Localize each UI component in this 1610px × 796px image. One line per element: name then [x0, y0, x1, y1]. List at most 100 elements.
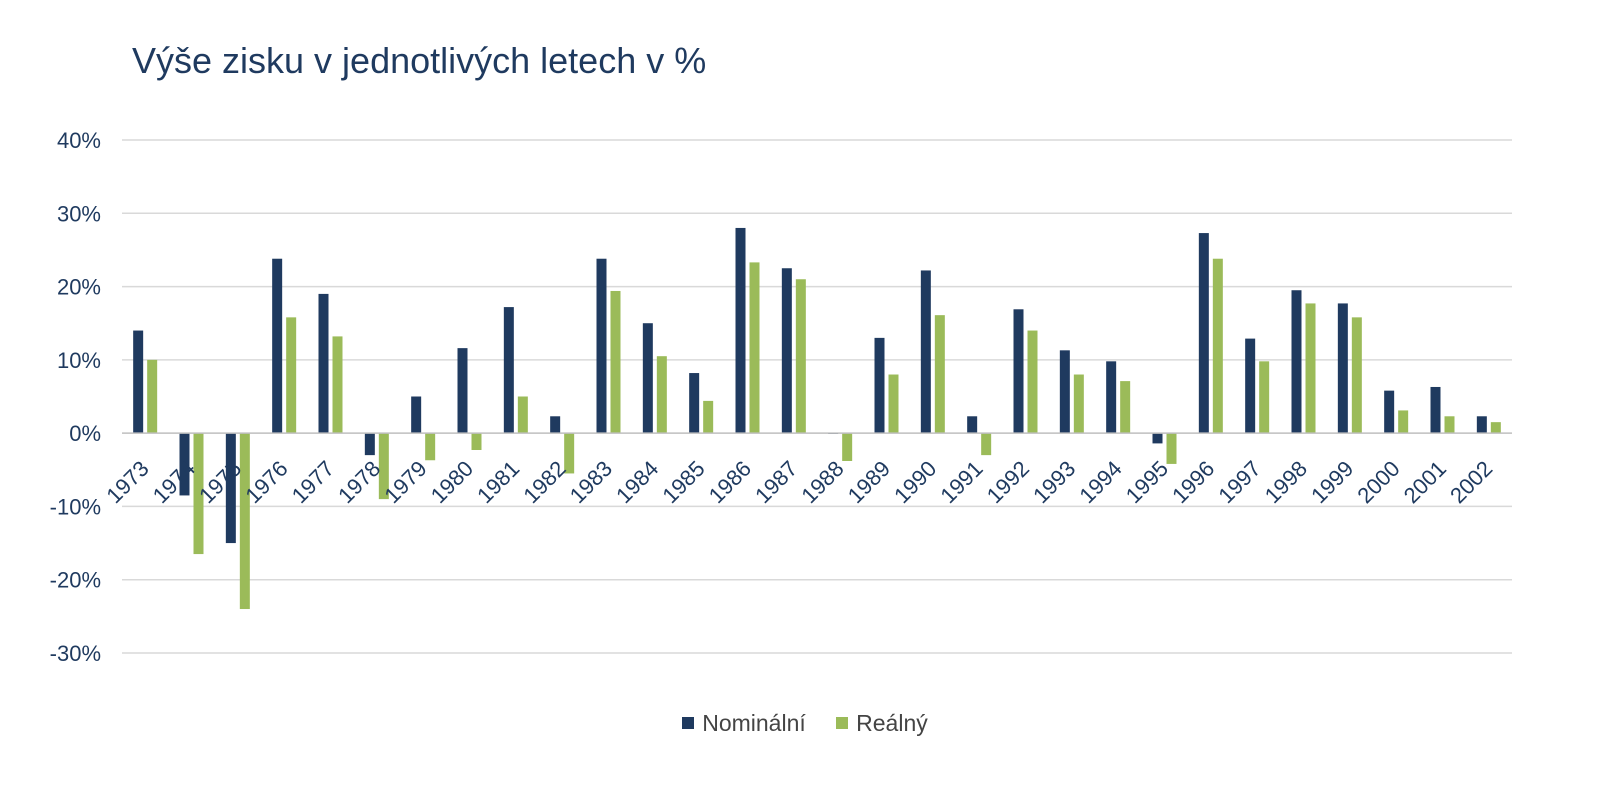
bar-real-1979 — [425, 433, 436, 461]
x-axis-tick-labels: 1973197419751976197719781979198019811982… — [101, 456, 1497, 508]
bar-nominal-1978 — [364, 433, 375, 456]
bar-nominal-1976 — [272, 258, 283, 434]
bar-nominal-1997 — [1245, 338, 1256, 434]
bar-real-1987 — [795, 279, 806, 434]
x-tick-label: 1982 — [518, 456, 570, 508]
y-tick-label: -20% — [50, 568, 101, 593]
bar-real-1997 — [1259, 361, 1270, 434]
bar-real-1982 — [564, 433, 575, 474]
legend-label-nominal: Nominální — [702, 709, 806, 736]
x-tick-label: 1998 — [1260, 456, 1312, 508]
bar-nominal-1981 — [503, 307, 514, 434]
bar-real-1992 — [1027, 330, 1038, 434]
legend-swatch-nominal — [682, 717, 695, 729]
x-tick-label: 1987 — [750, 456, 802, 508]
bar-real-1981 — [517, 396, 528, 434]
bar-nominal-1987 — [781, 268, 792, 434]
bar-nominal-2000 — [1384, 390, 1395, 434]
bar-real-1995 — [1166, 433, 1177, 464]
chart-title: Výše zisku v jednotlivých letech v % — [132, 40, 707, 81]
x-tick-label: 1991 — [935, 456, 987, 508]
bar-nominal-1990 — [920, 270, 931, 434]
bar-real-1975 — [239, 433, 250, 610]
y-tick-label: -10% — [50, 494, 101, 519]
bar-real-1991 — [981, 433, 992, 456]
bar-nominal-1977 — [318, 293, 329, 434]
bar-real-1980 — [471, 433, 482, 450]
bar-real-1994 — [1120, 381, 1131, 434]
x-tick-label: 1986 — [704, 456, 756, 508]
y-tick-label: 40% — [57, 128, 101, 153]
bar-nominal-1974 — [179, 433, 190, 496]
y-tick-label: 30% — [57, 201, 101, 226]
bar-real-1998 — [1305, 303, 1316, 434]
x-tick-label: 1981 — [472, 456, 524, 508]
bar-nominal-1979 — [411, 396, 422, 434]
x-tick-label: 1992 — [982, 456, 1034, 508]
bar-nominal-2001 — [1430, 386, 1441, 434]
bar-real-1990 — [934, 315, 945, 434]
bar-nominal-1984 — [642, 323, 653, 434]
bar-nominal-1980 — [457, 348, 468, 434]
x-tick-label: 1989 — [843, 456, 895, 508]
x-tick-label: 1995 — [1121, 456, 1173, 508]
bar-nominal-1982 — [550, 416, 561, 434]
x-tick-label: 2001 — [1399, 456, 1451, 508]
bar-series — [133, 227, 1501, 610]
bar-nominal-1993 — [1059, 350, 1070, 434]
x-tick-label: 1984 — [611, 456, 663, 508]
bar-real-1974 — [193, 433, 204, 555]
x-tick-label: 1974 — [148, 456, 200, 508]
bar-nominal-1986 — [735, 227, 746, 434]
x-tick-label: 2000 — [1352, 456, 1404, 508]
bar-nominal-1995 — [1152, 433, 1163, 444]
bar-nominal-1985 — [689, 373, 700, 434]
bar-nominal-1989 — [874, 337, 885, 434]
bar-nominal-2002 — [1476, 416, 1487, 434]
bar-real-1996 — [1212, 258, 1223, 434]
bar-real-1988 — [842, 433, 853, 461]
bar-nominal-1998 — [1291, 290, 1302, 434]
x-tick-label: 1977 — [287, 456, 339, 508]
bar-nominal-1994 — [1106, 361, 1117, 434]
legend-label-real: Reálný — [856, 709, 928, 736]
bar-real-2000 — [1398, 410, 1409, 434]
y-tick-label: 20% — [57, 275, 101, 300]
bar-real-1983 — [610, 290, 621, 434]
y-axis-tick-labels: 40% 30% 20% 10% 0% -10% -20% -30% — [50, 128, 101, 666]
bar-real-1977 — [332, 336, 343, 434]
y-tick-label: 0% — [69, 421, 101, 446]
x-tick-label: 1999 — [1306, 456, 1358, 508]
bar-nominal-1992 — [1013, 309, 1024, 434]
bar-nominal-1999 — [1337, 303, 1348, 434]
bar-real-1989 — [888, 374, 899, 434]
bar-nominal-1983 — [596, 258, 607, 434]
legend-swatch-real — [836, 717, 849, 729]
x-tick-label: 1990 — [889, 456, 941, 508]
x-tick-label: 1973 — [101, 456, 153, 508]
bar-real-1973 — [147, 359, 158, 434]
bar-real-2002 — [1490, 422, 1501, 434]
legend-item-nominal: Nominální — [682, 710, 806, 737]
x-tick-label: 1988 — [796, 456, 848, 508]
bar-real-1999 — [1351, 317, 1362, 434]
bar-nominal-1996 — [1198, 233, 1209, 434]
x-tick-label: 1980 — [426, 456, 478, 508]
bar-nominal-1975 — [225, 433, 236, 544]
bar-real-1984 — [656, 356, 667, 434]
bar-real-1986 — [749, 262, 760, 434]
y-tick-label: -30% — [50, 641, 101, 666]
bar-real-1985 — [703, 400, 714, 434]
grid-lines — [122, 139, 1512, 654]
bar-real-1978 — [378, 433, 389, 500]
x-tick-label: 1997 — [1213, 456, 1265, 508]
x-tick-label: 2002 — [1445, 456, 1497, 508]
bar-nominal-1991 — [967, 416, 978, 434]
bar-real-2001 — [1444, 416, 1455, 434]
x-tick-label: 1985 — [657, 456, 709, 508]
legend: Nominální Reálný — [0, 708, 1610, 737]
legend-item-real: Reálný — [836, 710, 928, 737]
bar-nominal-1973 — [133, 330, 144, 434]
bar-real-1993 — [1073, 374, 1084, 434]
